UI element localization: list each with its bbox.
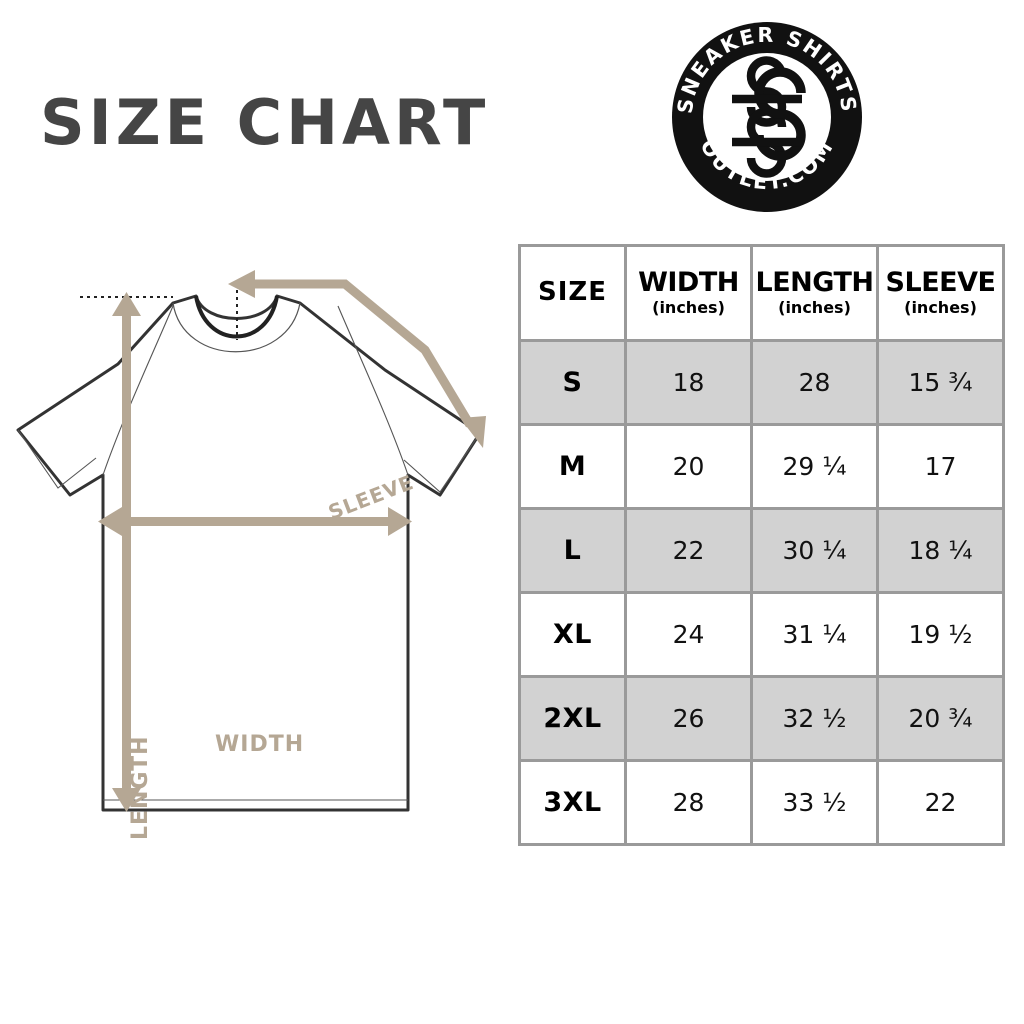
header-main-sleeve: SLEEVE: [885, 266, 996, 298]
size-table-header: SIZE WIDTH (inches) LENGTH (inches) SLEE…: [518, 244, 1005, 342]
cell-width: 26: [624, 675, 753, 762]
page-title: SIZE CHART: [40, 86, 490, 159]
table-row: XL 24 31 ¼ 19 ½: [518, 591, 1005, 678]
cell-width: 22: [624, 507, 753, 594]
cell-size: M: [518, 423, 627, 510]
cell-length: 33 ½: [750, 759, 879, 846]
cell-length: 30 ¼: [750, 507, 879, 594]
cell-sleeve: 20 ¾: [876, 675, 1005, 762]
header-sub-width: (inches): [652, 298, 725, 318]
logo-monogram-ss: [732, 56, 806, 178]
table-row: 3XL 28 33 ½ 22: [518, 759, 1005, 846]
sleeve-arrow-heads: [228, 270, 486, 448]
shirt-seam-lines: [17, 305, 481, 801]
table-row: M 20 29 ¼ 17: [518, 423, 1005, 510]
cell-size: 3XL: [518, 759, 627, 846]
cell-width: 18: [624, 339, 753, 426]
cell-sleeve: 19 ½: [876, 591, 1005, 678]
cell-length: 32 ½: [750, 675, 879, 762]
cell-size: XL: [518, 591, 627, 678]
header-sub-length: (inches): [778, 298, 851, 318]
header-main-size: SIZE: [537, 277, 607, 308]
table-row: 2XL 26 32 ½ 20 ¾: [518, 675, 1005, 762]
cell-width: 20: [624, 423, 753, 510]
shirt-collar: [172, 295, 301, 353]
cell-size: S: [518, 339, 627, 426]
header-cell-sleeve: SLEEVE (inches): [876, 244, 1005, 342]
table-row: S 18 28 15 ¾: [518, 339, 1005, 426]
cell-sleeve: 22: [876, 759, 1005, 846]
measurement-arrows: [80, 270, 486, 812]
length-dimension-label: LENGTH: [128, 735, 153, 840]
size-table: SIZE WIDTH (inches) LENGTH (inches) SLEE…: [518, 244, 1005, 846]
cell-sleeve: 15 ¾: [876, 339, 1005, 426]
cell-width: 24: [624, 591, 753, 678]
cell-size: L: [518, 507, 627, 594]
width-arrow: [98, 507, 412, 536]
brand-logo: SNEAKER SHIRTS OUTLET.COM: [670, 20, 864, 214]
header-cell-width: WIDTH (inches): [624, 244, 753, 342]
cell-length: 29 ¼: [750, 423, 879, 510]
table-row: L 22 30 ¼ 18 ¼: [518, 507, 1005, 594]
sleeve-arrow: [253, 279, 474, 428]
cell-sleeve: 18 ¼: [876, 507, 1005, 594]
cell-sleeve: 17: [876, 423, 1005, 510]
cell-length: 31 ¼: [750, 591, 879, 678]
tshirt-diagram: WIDTH LENGTH SLEEVE: [0, 240, 500, 860]
header-cell-size: SIZE: [518, 244, 627, 342]
header-main-width: WIDTH: [638, 266, 739, 298]
header-sub-sleeve: (inches): [904, 298, 977, 318]
table-header-row: SIZE WIDTH (inches) LENGTH (inches) SLEE…: [518, 244, 1005, 342]
width-dimension-label: WIDTH: [215, 732, 305, 757]
cell-length: 28: [750, 339, 879, 426]
header-main-length: LENGTH: [755, 266, 874, 298]
cell-size: 2XL: [518, 675, 627, 762]
length-arrow: [112, 292, 141, 812]
cell-width: 28: [624, 759, 753, 846]
size-table-body: S 18 28 15 ¾ M 20 29 ¼ 17 L 22 30 ¼ 18 ¼…: [518, 339, 1005, 846]
header-cell-length: LENGTH (inches): [750, 244, 879, 342]
